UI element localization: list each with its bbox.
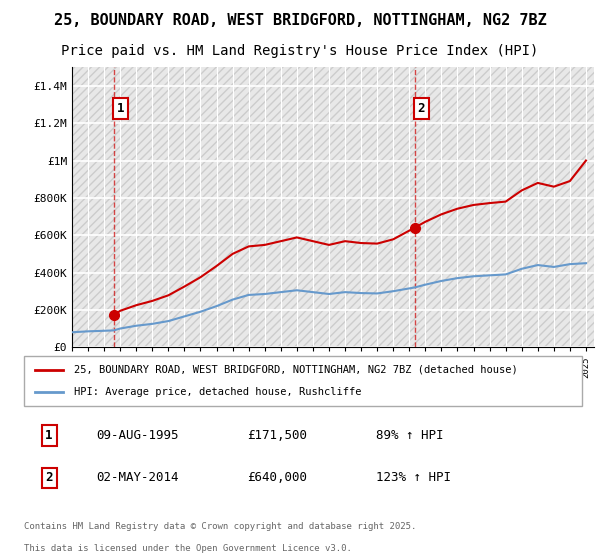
Text: 09-AUG-1995: 09-AUG-1995 <box>97 429 179 442</box>
Text: Contains HM Land Registry data © Crown copyright and database right 2025.: Contains HM Land Registry data © Crown c… <box>24 522 416 531</box>
Text: £171,500: £171,500 <box>247 429 307 442</box>
Text: 2: 2 <box>46 472 53 484</box>
Text: 89% ↑ HPI: 89% ↑ HPI <box>376 429 443 442</box>
Text: 2: 2 <box>417 102 425 115</box>
Text: HPI: Average price, detached house, Rushcliffe: HPI: Average price, detached house, Rush… <box>74 387 362 397</box>
Text: £640,000: £640,000 <box>247 472 307 484</box>
Text: 02-MAY-2014: 02-MAY-2014 <box>97 472 179 484</box>
Text: 1: 1 <box>46 429 53 442</box>
Text: Price paid vs. HM Land Registry's House Price Index (HPI): Price paid vs. HM Land Registry's House … <box>61 44 539 58</box>
Text: 1: 1 <box>116 102 124 115</box>
Text: This data is licensed under the Open Government Licence v3.0.: This data is licensed under the Open Gov… <box>24 544 352 553</box>
Text: 123% ↑ HPI: 123% ↑ HPI <box>376 472 451 484</box>
Text: 25, BOUNDARY ROAD, WEST BRIDGFORD, NOTTINGHAM, NG2 7BZ: 25, BOUNDARY ROAD, WEST BRIDGFORD, NOTTI… <box>53 13 547 29</box>
Text: 25, BOUNDARY ROAD, WEST BRIDGFORD, NOTTINGHAM, NG2 7BZ (detached house): 25, BOUNDARY ROAD, WEST BRIDGFORD, NOTTI… <box>74 365 518 375</box>
